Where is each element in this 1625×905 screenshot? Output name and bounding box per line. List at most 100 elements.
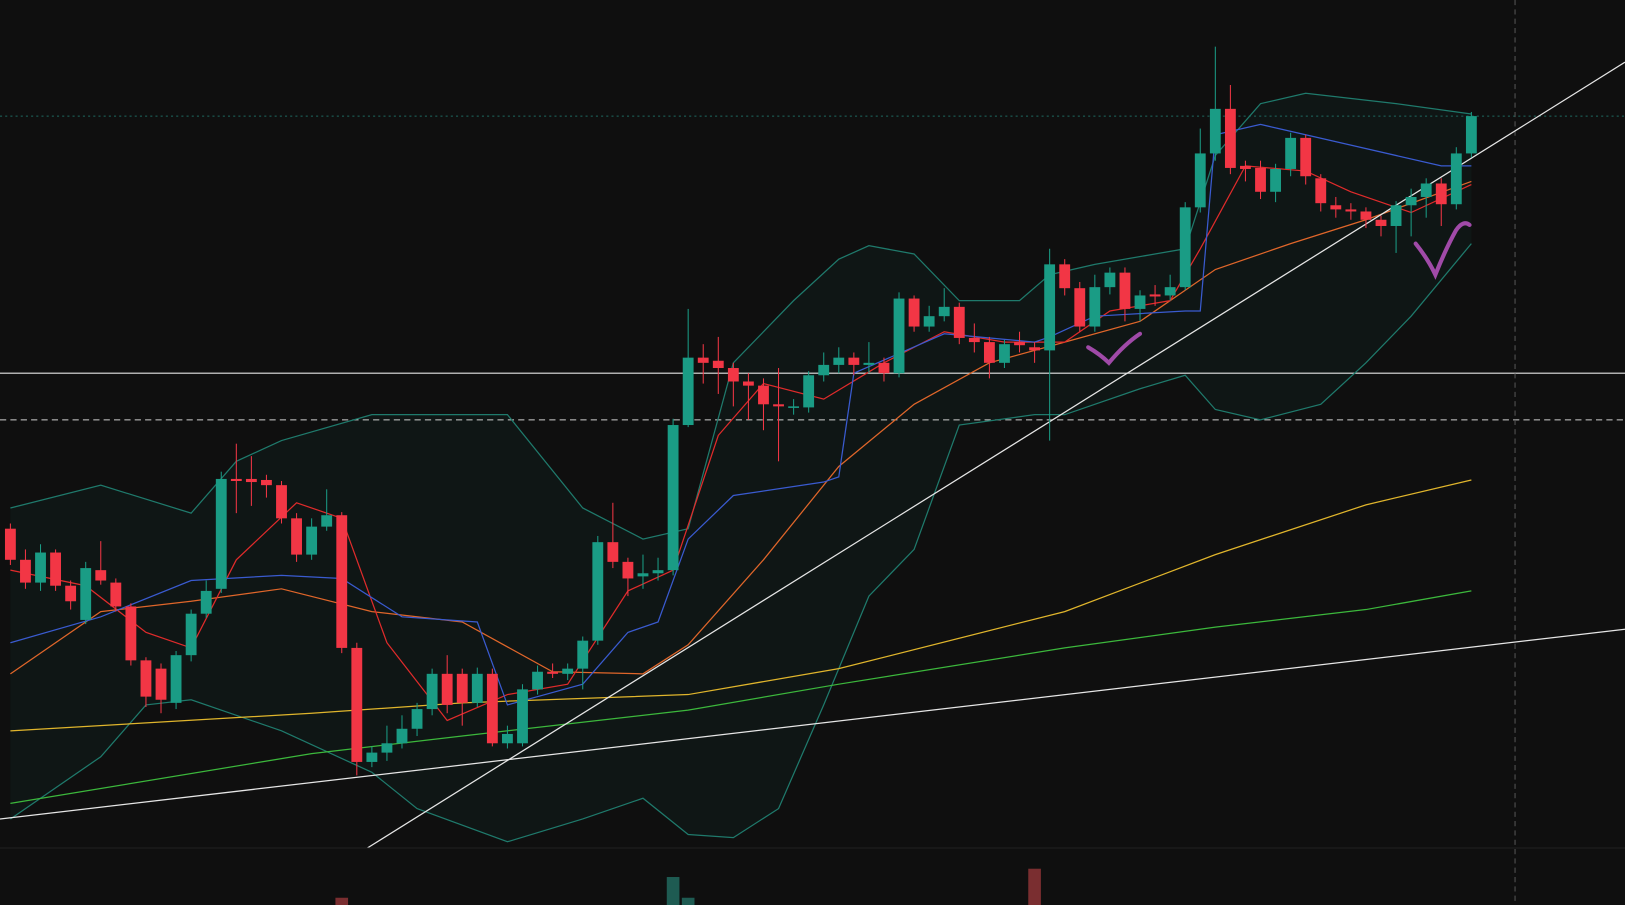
candle-body xyxy=(1014,342,1025,346)
candle-body xyxy=(381,743,393,753)
candle-body xyxy=(607,542,619,562)
candle-body xyxy=(637,573,649,577)
candle-body xyxy=(502,733,513,744)
candle-body xyxy=(983,342,995,363)
candle-body xyxy=(441,673,453,705)
candle-body xyxy=(833,357,845,365)
candle-body xyxy=(999,344,1010,363)
candle-body xyxy=(1089,287,1101,327)
candle-body xyxy=(321,515,333,527)
candle-body xyxy=(1209,108,1221,154)
candle-body xyxy=(65,585,77,602)
candle-body xyxy=(968,337,980,343)
candle-body xyxy=(592,542,604,641)
candle-body xyxy=(562,668,574,674)
candle-body xyxy=(1285,137,1297,169)
candle-body xyxy=(1134,295,1146,309)
candle-body xyxy=(170,655,182,703)
candle-body xyxy=(50,552,61,586)
candle-body xyxy=(938,306,950,317)
candle-body xyxy=(1194,153,1206,208)
candle-body xyxy=(727,368,739,382)
candle-body xyxy=(200,590,212,614)
candle-body xyxy=(276,485,287,519)
candle-body xyxy=(878,362,890,374)
candle-body xyxy=(1420,183,1432,197)
candle-body xyxy=(712,360,724,369)
candle-body xyxy=(95,570,107,581)
candle-body xyxy=(1450,153,1462,205)
candle-body xyxy=(697,357,709,363)
candle-body xyxy=(923,316,935,327)
candle-body xyxy=(351,647,363,762)
candle-body xyxy=(1405,196,1417,206)
candle-body xyxy=(1300,137,1312,177)
candle-body xyxy=(1255,167,1266,192)
candle-body xyxy=(336,515,348,648)
indicator-line xyxy=(10,165,1472,722)
candle-body xyxy=(682,357,694,426)
candle-body xyxy=(215,478,227,589)
annotation-check xyxy=(1086,331,1143,366)
candle-body xyxy=(411,709,423,729)
candle-body xyxy=(80,568,92,620)
candle-body xyxy=(788,406,800,408)
candle-body xyxy=(953,306,965,338)
volume-bar xyxy=(335,897,349,905)
candle-body xyxy=(1360,211,1372,220)
candle-body xyxy=(366,752,378,762)
candle-body xyxy=(742,381,754,386)
candle-body xyxy=(125,606,137,661)
candle-body xyxy=(803,375,815,408)
candle-body xyxy=(20,559,31,583)
candle-body xyxy=(230,478,242,482)
candle-body xyxy=(773,404,784,407)
candle-body xyxy=(1059,264,1071,289)
candle-body xyxy=(155,668,167,700)
volume-layer xyxy=(335,868,1041,905)
volume-bar xyxy=(681,897,695,905)
candle-body xyxy=(1104,272,1116,288)
candle-body xyxy=(185,613,197,656)
candle-body xyxy=(245,478,257,483)
candle-body xyxy=(261,479,272,486)
indicator-line xyxy=(10,123,1472,706)
trend-line xyxy=(367,61,1625,849)
indicator-line xyxy=(10,180,1472,675)
candle-body xyxy=(908,298,920,327)
candle-body xyxy=(1029,347,1041,351)
candle-body xyxy=(35,552,46,583)
band-lower xyxy=(10,243,1472,843)
candle-body xyxy=(1390,205,1402,226)
candle-body xyxy=(863,362,875,365)
candle-body xyxy=(306,526,318,555)
candle-body xyxy=(547,671,559,674)
candle-body xyxy=(1074,288,1086,327)
candle-body xyxy=(1179,207,1191,288)
candle-body xyxy=(667,425,679,571)
trend-line xyxy=(0,628,1625,820)
candle-body xyxy=(532,671,543,690)
candle-body xyxy=(471,673,483,703)
candle-body xyxy=(1375,219,1387,226)
candle-body xyxy=(848,357,860,365)
candle-body xyxy=(291,518,302,555)
candle-body xyxy=(1330,205,1342,210)
candle-layer xyxy=(4,46,1477,776)
candle-body xyxy=(110,582,122,607)
candle-body xyxy=(486,673,498,744)
candle-body xyxy=(1224,108,1236,168)
candle-body xyxy=(1164,287,1176,296)
candle-body xyxy=(622,561,634,579)
candle-body xyxy=(818,364,830,376)
candle-body xyxy=(893,298,905,374)
candle-body xyxy=(1270,168,1281,192)
annotation-check xyxy=(1413,221,1472,280)
candle-body xyxy=(1240,165,1251,169)
candle-body xyxy=(1435,183,1447,205)
candle-body xyxy=(1465,116,1477,154)
candle-body xyxy=(140,660,152,697)
candle-body xyxy=(1119,272,1131,309)
